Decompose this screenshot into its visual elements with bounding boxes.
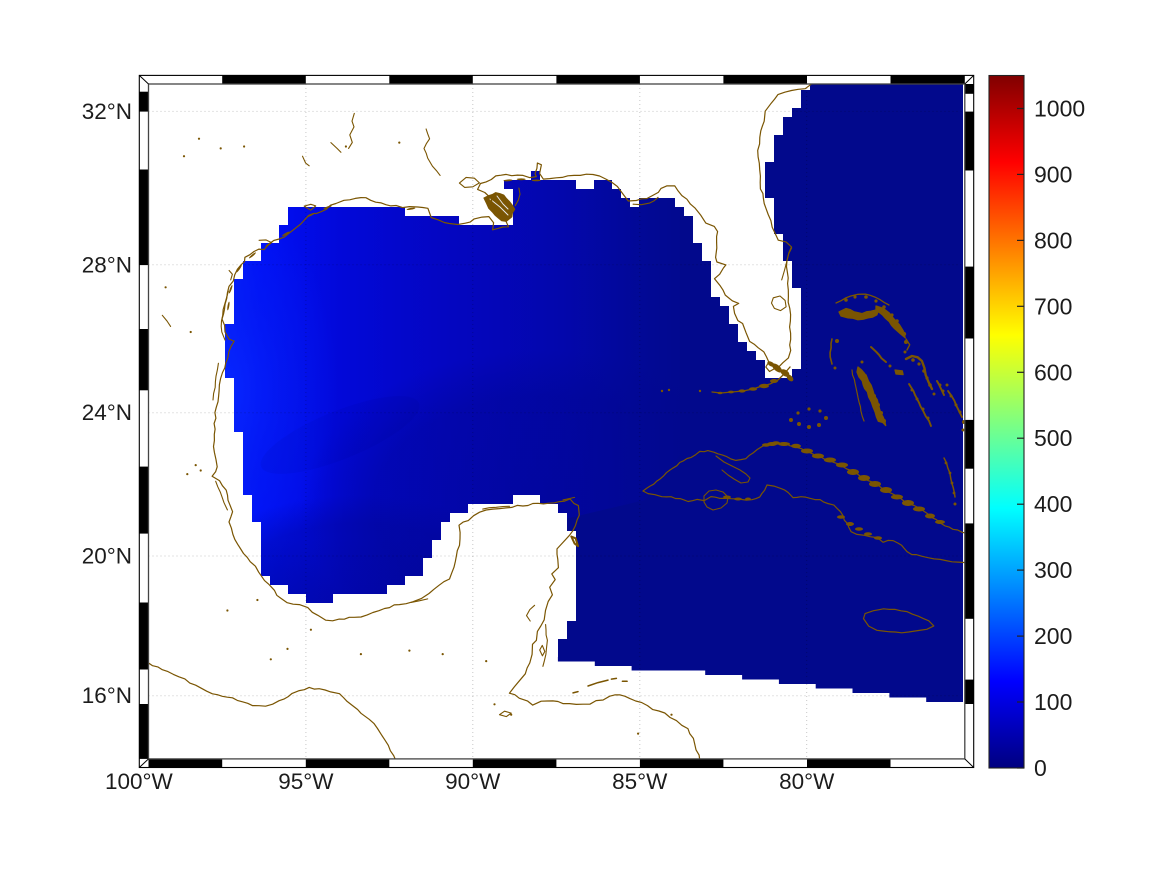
svg-text:400: 400 [1034,491,1072,517]
svg-text:85°W: 85°W [612,769,668,794]
svg-text:300: 300 [1034,557,1072,583]
svg-text:900: 900 [1034,161,1072,187]
svg-text:1000: 1000 [1034,96,1085,122]
svg-text:90°W: 90°W [445,769,501,794]
svg-text:28°N: 28°N [82,252,132,277]
svg-text:800: 800 [1034,227,1072,253]
svg-text:600: 600 [1034,359,1072,385]
svg-text:80°W: 80°W [779,769,835,794]
svg-text:100°W: 100°W [105,769,174,794]
svg-text:500: 500 [1034,425,1072,451]
svg-text:32°N: 32°N [82,99,132,124]
svg-text:24°N: 24°N [82,400,132,425]
svg-text:200: 200 [1034,623,1072,649]
svg-text:95°W: 95°W [278,769,334,794]
svg-text:0: 0 [1034,755,1047,781]
svg-text:100: 100 [1034,689,1072,715]
svg-text:16°N: 16°N [82,683,132,708]
svg-text:700: 700 [1034,293,1072,319]
svg-text:20°N: 20°N [82,544,132,569]
